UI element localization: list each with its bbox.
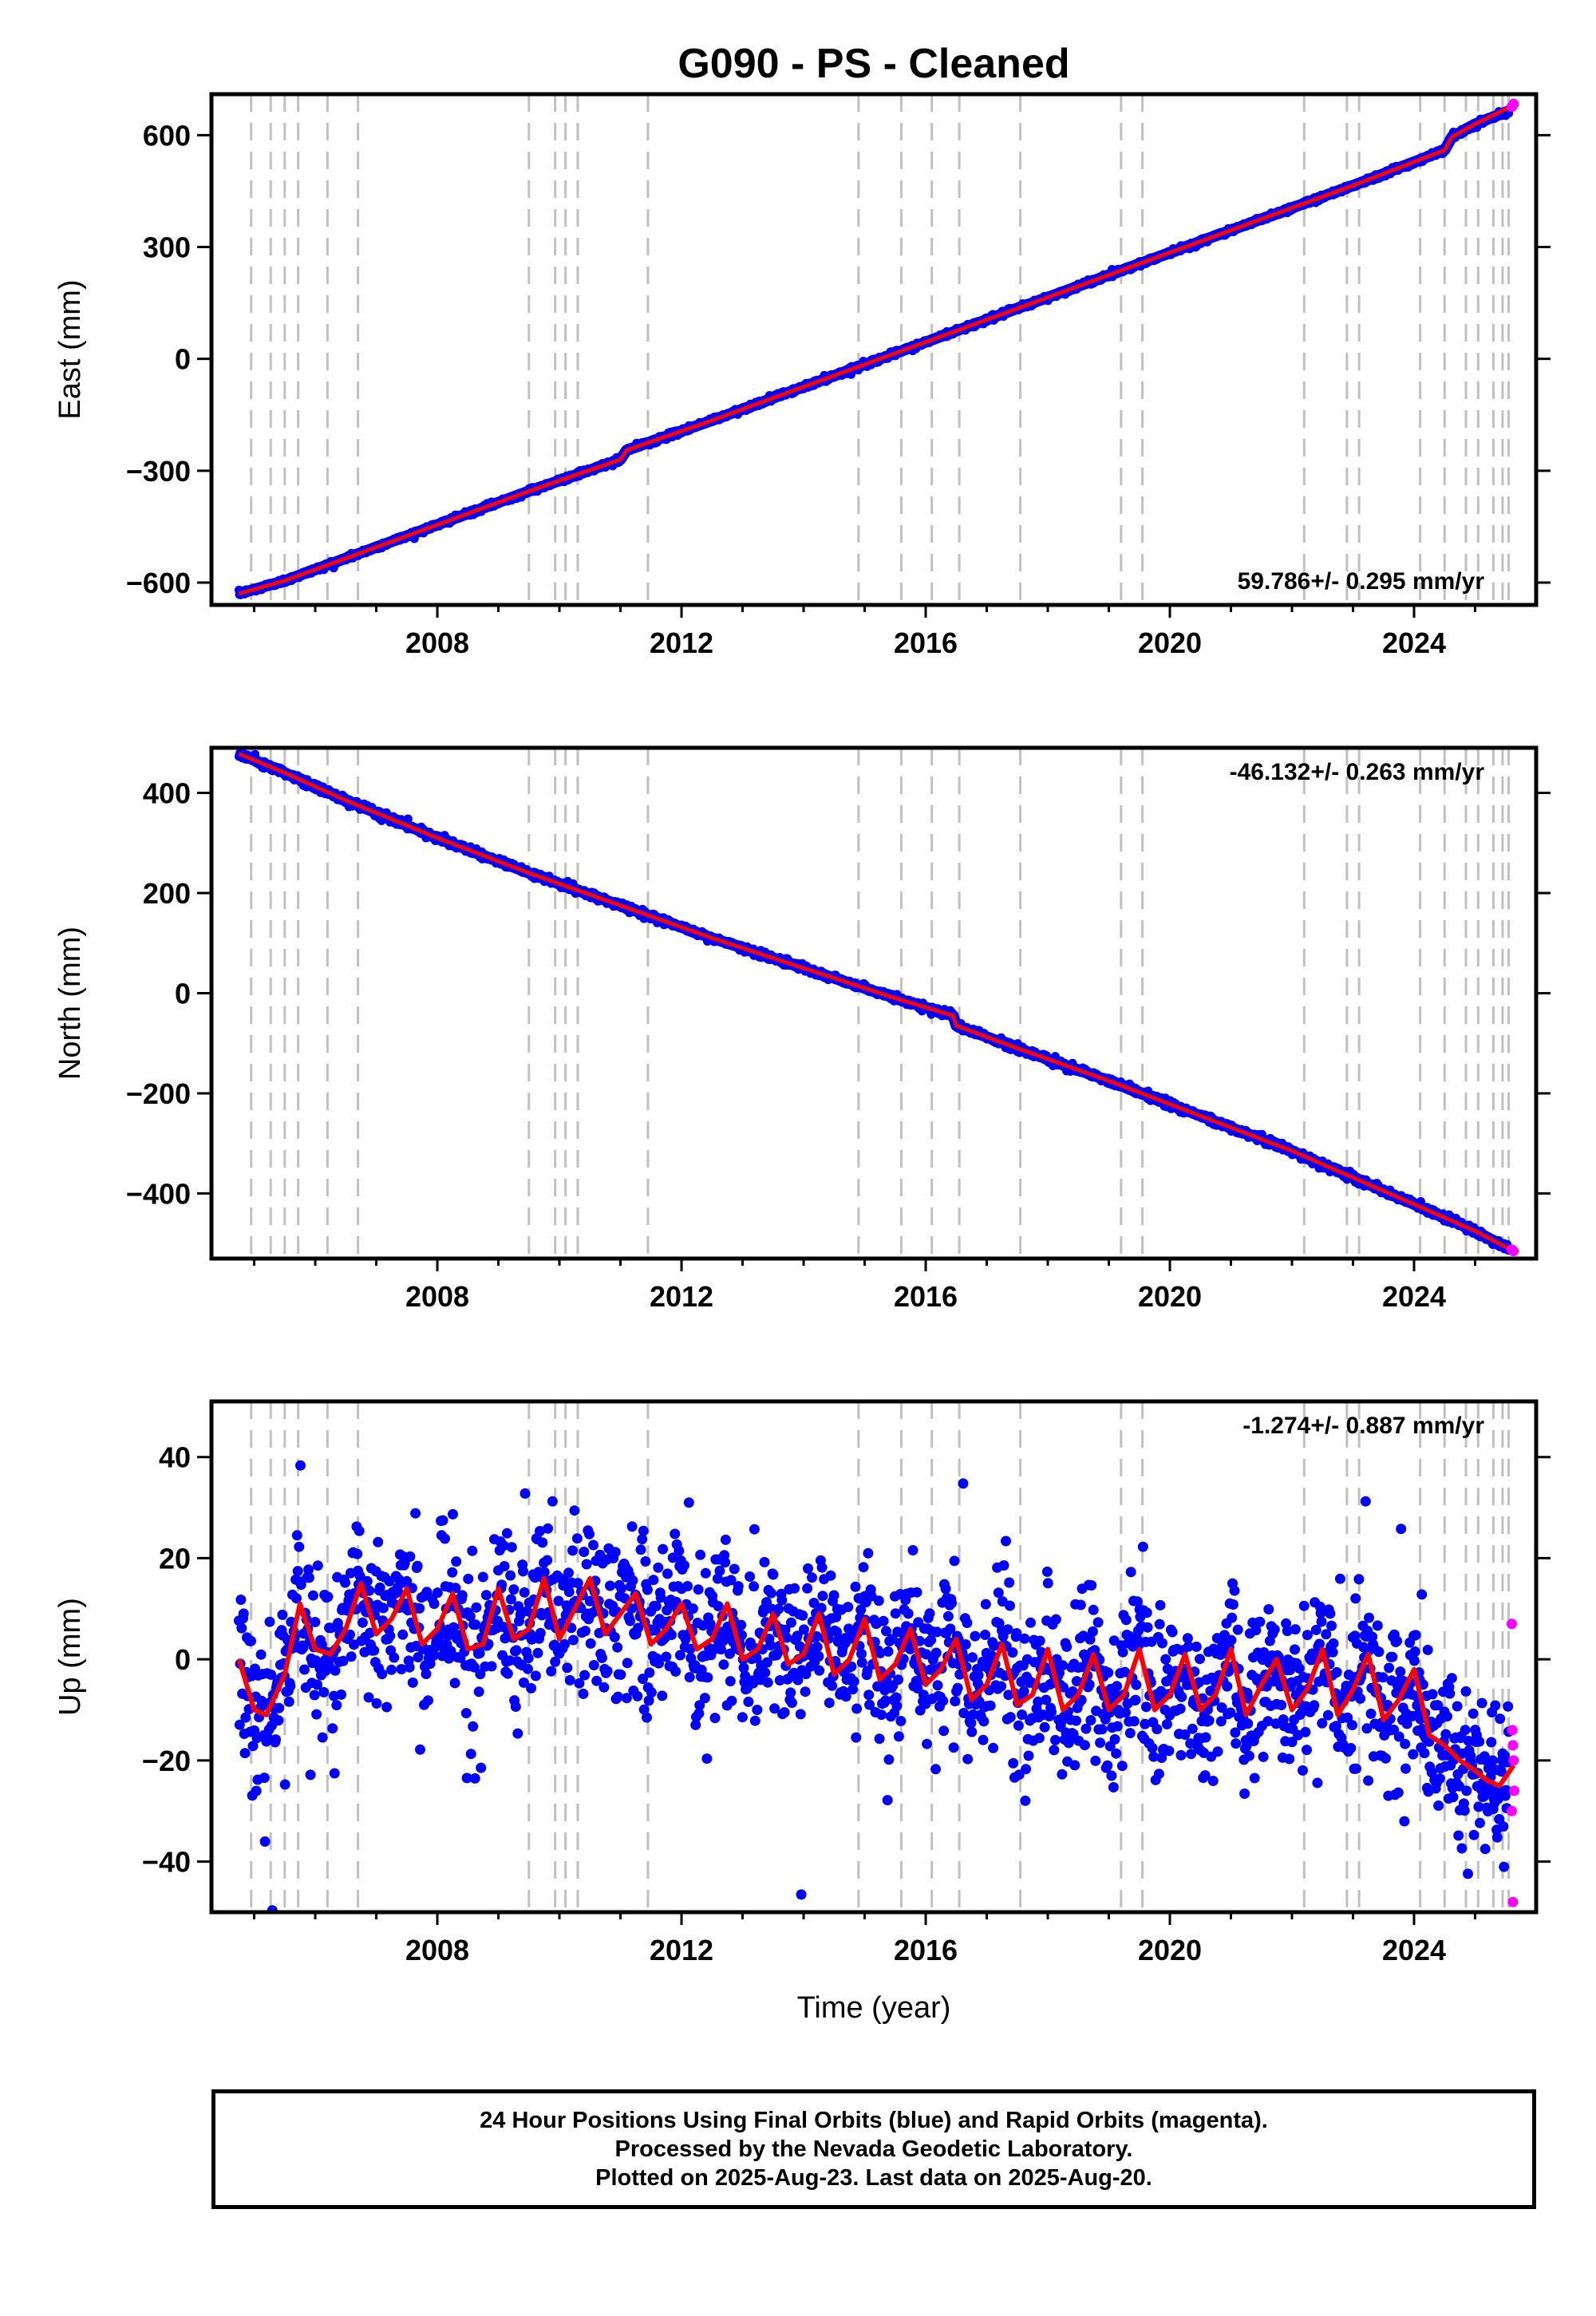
y-tick-label: 600: [143, 119, 191, 152]
panel-east: −600 −300 0 300 600 2008 2012 2016 2020 2024 East …: [53, 92, 1551, 659]
model-line: [238, 103, 1515, 596]
y-tick-label: 300: [143, 231, 191, 264]
x-tick-label: 2008: [405, 626, 469, 659]
y-axis-label: East (mm): [53, 279, 87, 419]
x-tick-label: 2024: [1382, 626, 1446, 659]
x-tick-label: 2012: [650, 626, 713, 659]
plot-area-east: [234, 94, 1519, 605]
x-tick-label: 2016: [894, 626, 958, 659]
y-tick-label: −300: [126, 455, 191, 488]
chart-panels: −600 −300 0 300 600 2008 2012 2016 2020 2024 East …: [53, 92, 1551, 2025]
x-tick-label: 2020: [1138, 626, 1202, 659]
y-tick-label: 0: [175, 343, 191, 376]
plot-frame: [209, 92, 1539, 607]
data-point-rapid: [1508, 98, 1519, 109]
plot-area-north: [234, 748, 1519, 1259]
figure-title: G090 - PS - Cleaned: [678, 41, 1069, 87]
y-tick-label: −600: [126, 567, 191, 599]
velocity-annotation: 59.786+/- 0.295 mm/yr: [1238, 568, 1485, 595]
